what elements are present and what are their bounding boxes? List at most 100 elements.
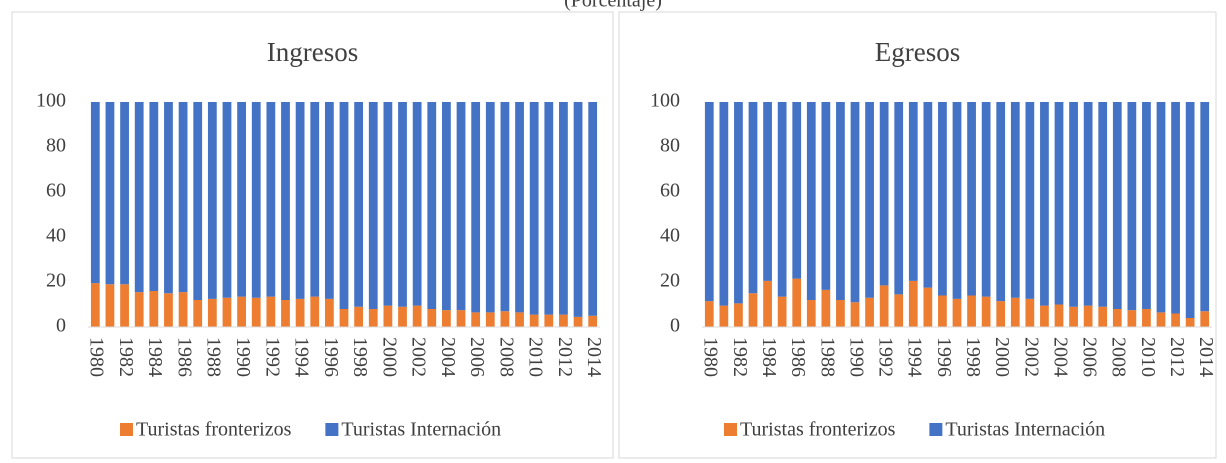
legend-swatch xyxy=(120,423,133,436)
bar-segment xyxy=(1185,102,1195,318)
bar-segment xyxy=(996,301,1006,327)
bar-segment xyxy=(719,102,729,306)
panel-frame xyxy=(11,11,614,459)
bar-segment xyxy=(339,309,349,327)
legend-swatch xyxy=(325,423,339,436)
bar-segment xyxy=(207,298,217,327)
bar-segment xyxy=(105,102,115,285)
bar-segment xyxy=(1098,102,1108,307)
bar-segment xyxy=(836,102,845,300)
legend-label: Turistas Internación xyxy=(945,419,1105,441)
bar-segment xyxy=(865,297,874,327)
bar-segment xyxy=(412,305,422,327)
bar-segment xyxy=(515,312,524,327)
x-tick-label: 2008 xyxy=(495,337,517,377)
bar-segment xyxy=(1142,309,1151,327)
bar-segment xyxy=(792,278,802,327)
bar-segment xyxy=(500,311,510,327)
bar-segment xyxy=(734,303,743,327)
bar-segment xyxy=(324,102,334,299)
bar-segment xyxy=(412,102,422,306)
bar-segment xyxy=(383,305,393,327)
bar-segment xyxy=(559,314,568,327)
bar-segment xyxy=(134,292,144,327)
x-tick-label: 1984 xyxy=(144,337,166,377)
bar-segment xyxy=(178,102,188,293)
bar-segment xyxy=(821,102,831,290)
bar-segment xyxy=(865,102,874,298)
bar-segment xyxy=(1156,102,1166,313)
bar-segment xyxy=(324,298,334,327)
bar-segment xyxy=(836,300,845,327)
bar-segment xyxy=(1127,102,1137,311)
bar-segment xyxy=(222,297,232,327)
bar-segment xyxy=(266,296,276,327)
x-tick-label: 2004 xyxy=(1049,337,1071,377)
bar-segment xyxy=(704,301,714,327)
bar-segment xyxy=(251,102,261,298)
bar-segment xyxy=(471,102,481,313)
bar-segment xyxy=(120,284,129,327)
x-tick-label: 1998 xyxy=(962,337,984,377)
bar-segment xyxy=(237,296,246,327)
y-tick-label: 20 xyxy=(46,270,66,292)
chart-title: Egresos xyxy=(875,37,960,67)
bar-segment xyxy=(398,306,407,327)
bar-segment xyxy=(529,314,539,327)
x-tick-label: 1988 xyxy=(816,337,838,377)
bar-segment xyxy=(923,287,933,327)
x-tick-label: 1982 xyxy=(729,337,751,377)
x-tick-label: 1980 xyxy=(700,337,722,377)
bar-segment xyxy=(1025,298,1035,327)
y-tick-label: 20 xyxy=(660,270,680,292)
bar-segment xyxy=(515,102,524,313)
bar-segment xyxy=(442,310,451,327)
bar-segment xyxy=(719,305,729,327)
bar-segment xyxy=(281,300,290,327)
bar-segment xyxy=(879,102,889,286)
bar-segment xyxy=(967,102,976,296)
x-tick-label: 2010 xyxy=(1137,337,1159,377)
x-tick-label: 2010 xyxy=(525,337,547,377)
bar-segment xyxy=(339,102,349,309)
bar-segment xyxy=(763,102,772,281)
y-tick-label: 0 xyxy=(56,315,66,337)
bar-segment xyxy=(748,102,758,294)
x-tick-label: 2012 xyxy=(554,337,576,377)
bar-segment xyxy=(1171,102,1180,314)
bar-segment xyxy=(704,102,714,302)
bar-segment xyxy=(134,102,144,293)
bar-segment xyxy=(1142,102,1151,309)
bar-segment xyxy=(777,296,787,327)
bar-segment xyxy=(105,284,115,327)
bar-segment xyxy=(281,102,290,300)
bar-segment xyxy=(1040,305,1049,327)
bar-segment xyxy=(383,102,393,306)
bar-segment xyxy=(237,102,246,297)
bar-segment xyxy=(310,102,320,297)
bar-segment xyxy=(90,102,100,284)
bar-segment xyxy=(1069,102,1078,307)
bar-segment xyxy=(178,292,188,327)
bar-segment xyxy=(120,102,129,285)
bar-segment xyxy=(1054,304,1064,327)
x-tick-label: 1996 xyxy=(933,337,955,377)
x-tick-label: 1992 xyxy=(261,337,283,377)
bar-segment xyxy=(1083,102,1093,306)
bar-segment xyxy=(500,102,510,312)
bar-segment xyxy=(251,297,261,327)
bar-segment xyxy=(938,295,947,327)
x-tick-label: 2000 xyxy=(378,337,400,377)
bar-segment xyxy=(734,102,743,304)
bar-segment xyxy=(806,102,816,300)
bar-segment xyxy=(295,102,305,299)
bar-segment xyxy=(1185,318,1195,327)
bar-segment xyxy=(821,289,831,327)
bar-segment xyxy=(996,102,1006,302)
bar-segment xyxy=(295,298,305,327)
x-tick-label: 1980 xyxy=(86,337,108,377)
bar-segment xyxy=(1112,102,1122,309)
y-tick-label: 60 xyxy=(660,180,680,202)
bar-segment xyxy=(1083,305,1093,327)
bar-segment xyxy=(164,102,173,294)
